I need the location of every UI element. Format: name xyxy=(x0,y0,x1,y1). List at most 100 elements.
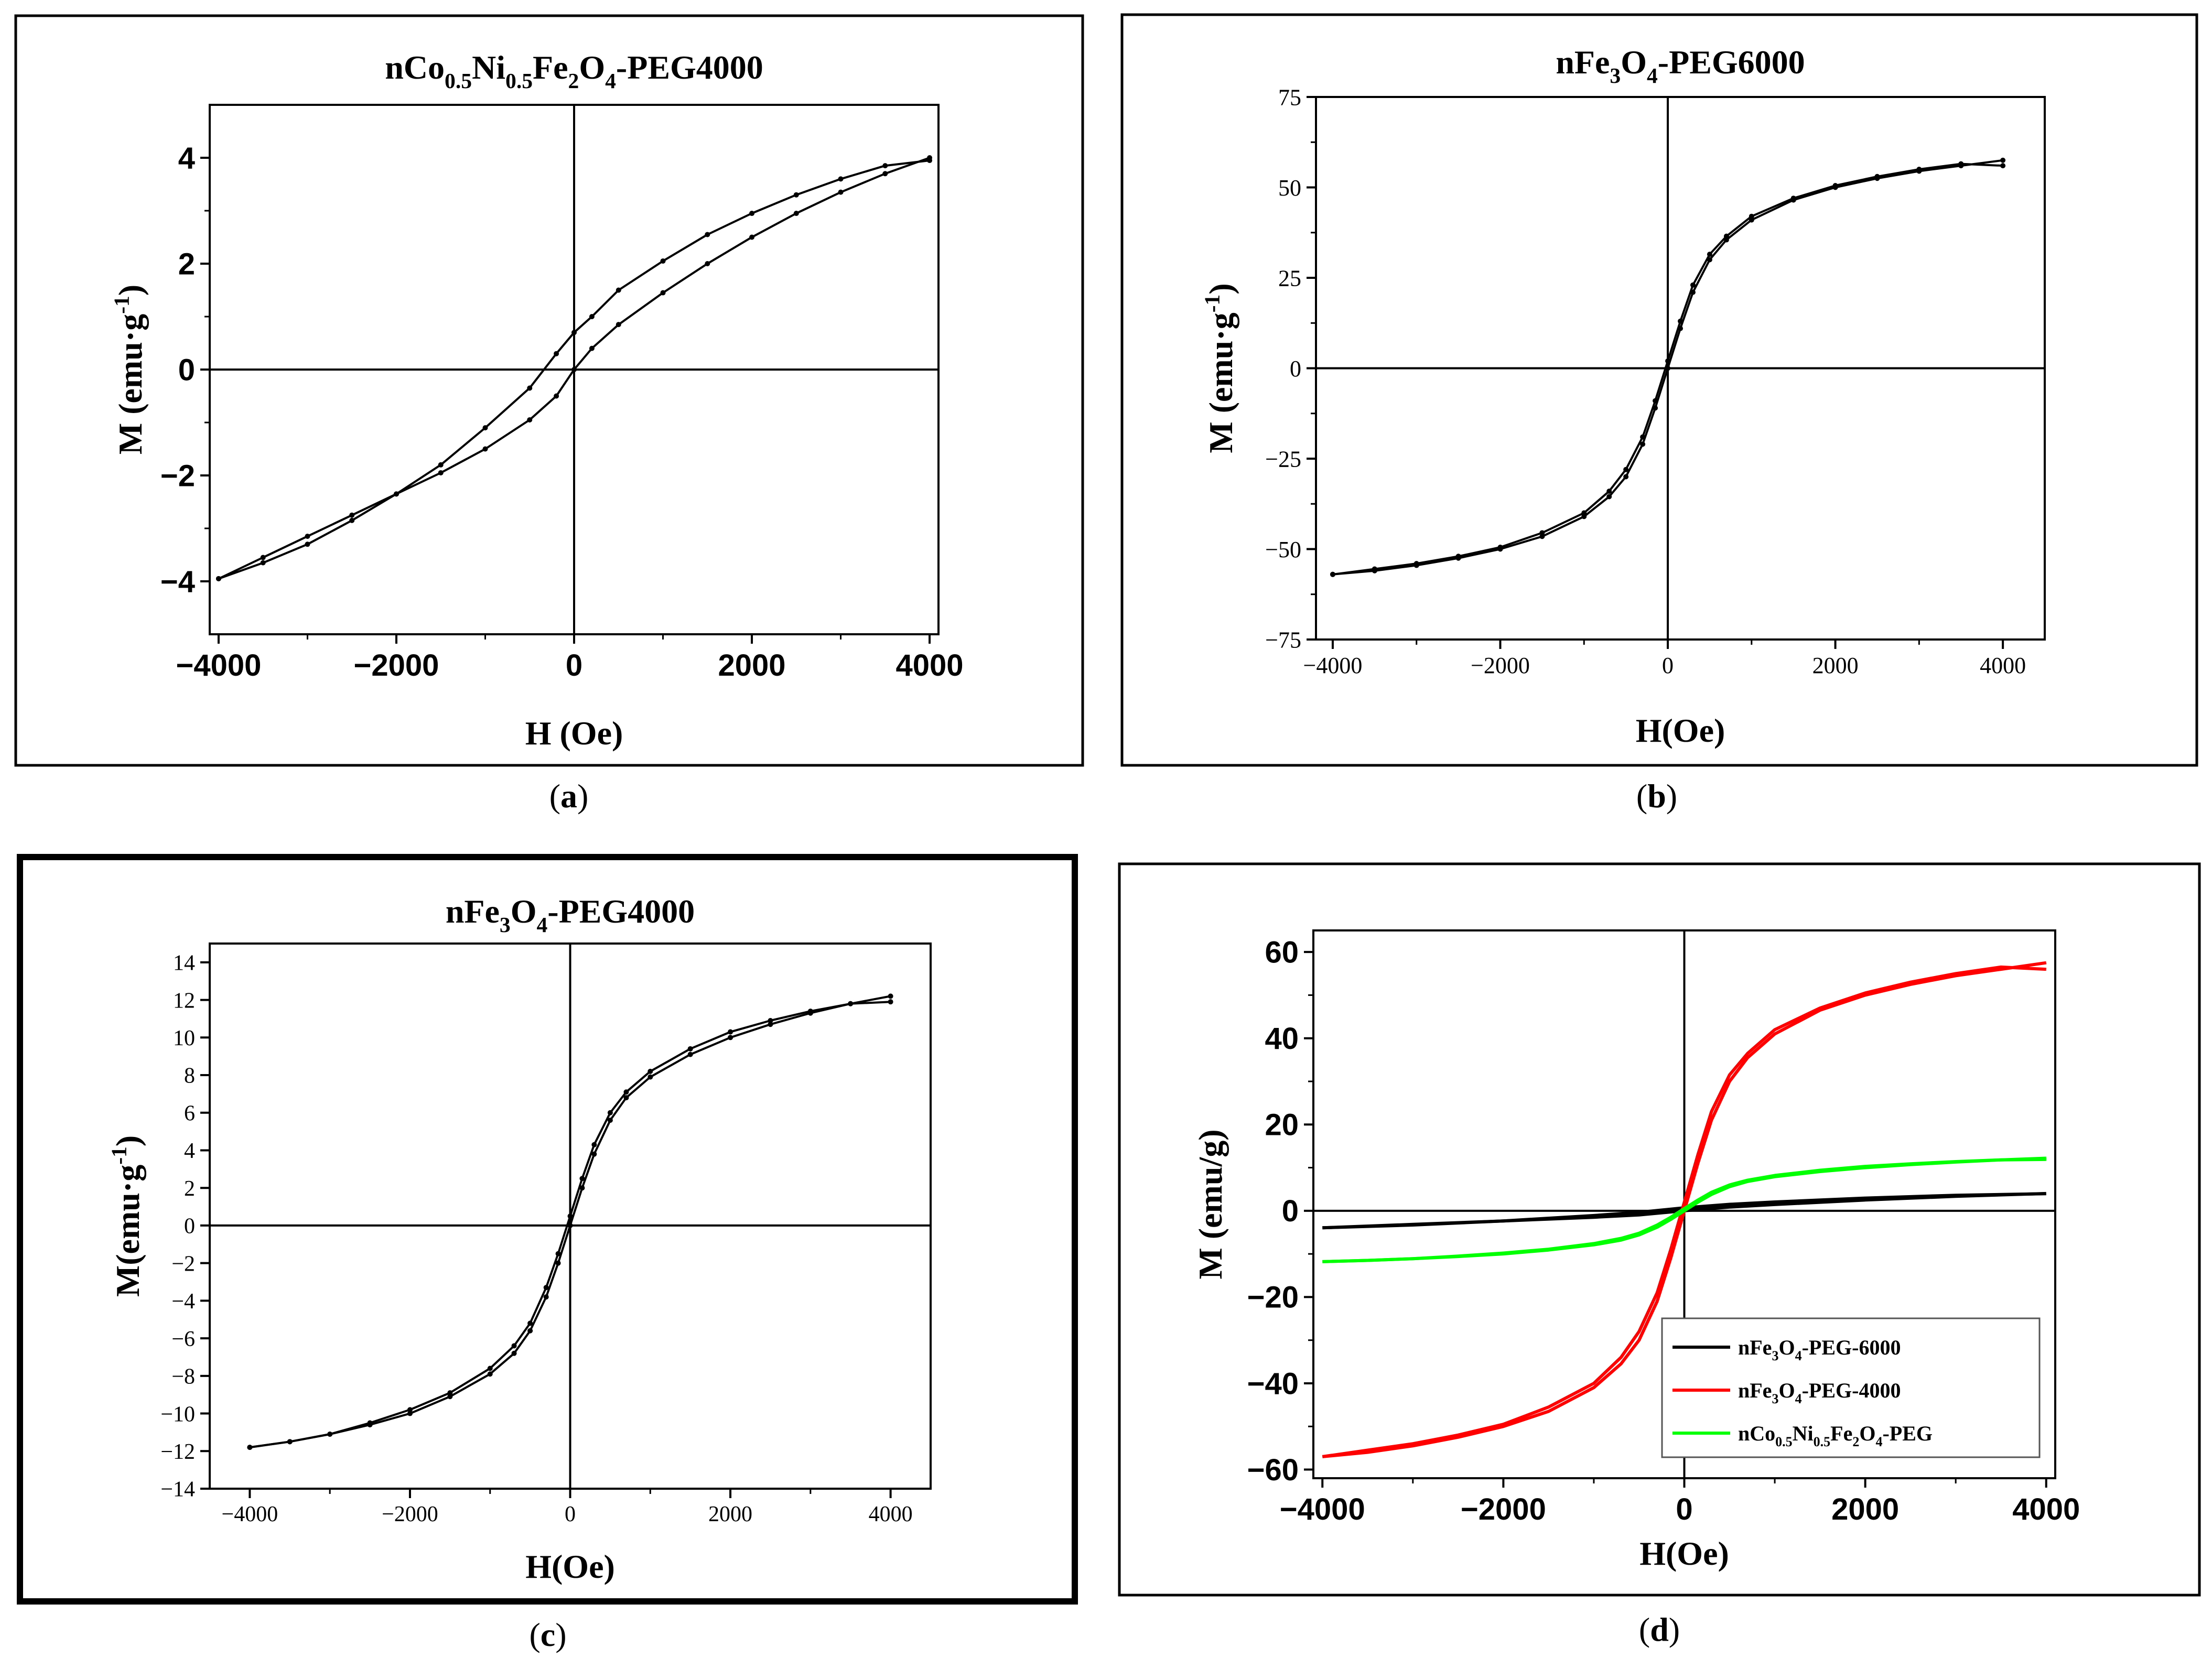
data-point xyxy=(768,1022,773,1027)
data-point xyxy=(260,560,266,566)
data-point xyxy=(1653,398,1658,404)
data-point xyxy=(2000,163,2006,169)
x-axis-label: H(Oe) xyxy=(1639,1535,1729,1572)
data-point xyxy=(1832,183,1838,189)
legend-label: nFe3O4-PEG-6000 xyxy=(1738,1336,1901,1363)
data-point xyxy=(623,1089,629,1095)
y-tick-label: 12 xyxy=(173,989,195,1013)
data-point xyxy=(749,211,755,216)
data-point xyxy=(393,491,399,497)
y-tick-label: −20 xyxy=(1247,1281,1299,1315)
y-tick-label: 25 xyxy=(1278,265,1301,291)
x-tick-label: 4000 xyxy=(1980,653,2026,678)
y-axis-label: M (emu·g-1) xyxy=(1200,283,1239,453)
data-point xyxy=(793,211,799,216)
x-tick-label: 2000 xyxy=(708,1502,752,1526)
y-tick-label: 2 xyxy=(178,247,195,281)
x-tick-label: −2000 xyxy=(1471,653,1530,678)
panel-d: −4000 −2000 0 2000 4000 −60 −40 −20 0 20 40 60 H(Oe)… xyxy=(1192,929,2080,1648)
data-point xyxy=(215,576,221,581)
panel-b: −4000 −2000 0 2000 4000 −75 −50 −25 0 25 50 75 nFe3O… xyxy=(1200,44,2046,815)
data-point xyxy=(838,189,844,195)
data-point xyxy=(527,1320,533,1326)
data-point xyxy=(1606,489,1612,494)
x-tick-label: −4000 xyxy=(1303,653,1363,678)
x-tick-label: 2000 xyxy=(1812,653,1859,678)
data-point xyxy=(607,1118,613,1123)
y-tick-label: 4 xyxy=(184,1139,195,1163)
y-tick-label: −2 xyxy=(171,1252,195,1276)
data-point xyxy=(579,1176,585,1182)
panel-label: (b) xyxy=(1636,777,1677,815)
data-point xyxy=(487,1371,493,1377)
x-tick-label: −2000 xyxy=(354,648,439,682)
data-point xyxy=(1678,318,1683,324)
data-point xyxy=(660,258,666,264)
data-point xyxy=(1958,161,1964,167)
panel-c-frame xyxy=(17,854,1078,1605)
x-tick-label: 0 xyxy=(565,1502,576,1526)
data-point xyxy=(1330,571,1335,577)
y-tick-label: 4 xyxy=(178,141,195,175)
y-axis-label: M (emu/g) xyxy=(1192,1129,1229,1279)
y-tick-label: 50 xyxy=(1278,175,1301,201)
data-point xyxy=(349,517,355,523)
data-point xyxy=(888,999,893,1005)
data-point xyxy=(1874,174,1880,179)
y-axis-label: M(emu·g-1) xyxy=(107,1135,146,1297)
data-point xyxy=(749,234,755,240)
y-tick-label: 60 xyxy=(1265,935,1299,969)
y-tick-label: −10 xyxy=(160,1402,195,1426)
data-point xyxy=(571,330,577,335)
y-tick-label: 8 xyxy=(184,1064,195,1088)
data-point xyxy=(768,1018,773,1024)
data-point xyxy=(1640,434,1646,440)
y-tick-label: −4 xyxy=(171,1289,195,1314)
data-point xyxy=(438,462,444,468)
data-point xyxy=(2000,157,2006,163)
panel-label: (a) xyxy=(549,777,589,815)
data-point xyxy=(648,1068,653,1074)
data-point xyxy=(567,1222,573,1228)
data-point xyxy=(591,1142,597,1147)
y-tick-label: 40 xyxy=(1265,1022,1299,1056)
data-point xyxy=(543,1285,549,1291)
data-point xyxy=(554,351,559,356)
data-point xyxy=(407,1407,413,1413)
y-tick-label: −25 xyxy=(1265,446,1301,472)
data-point xyxy=(305,534,310,539)
data-point xyxy=(555,1260,561,1266)
panel-a-frame xyxy=(14,14,1084,767)
x-tick-label: −4000 xyxy=(222,1502,278,1526)
data-point xyxy=(1623,474,1629,480)
legend-label: nCo0.5Ni0.5Fe2O4-PEG xyxy=(1738,1422,1933,1449)
data-point xyxy=(1707,252,1712,257)
data-point xyxy=(482,425,488,431)
data-point xyxy=(579,1185,585,1191)
data-point xyxy=(687,1046,693,1052)
data-point xyxy=(660,290,666,296)
data-point xyxy=(1455,554,1461,559)
data-point xyxy=(407,1411,413,1416)
data-point xyxy=(807,1009,813,1014)
y-tick-label: 75 xyxy=(1278,84,1301,110)
y-tick-label: −6 xyxy=(171,1327,195,1351)
data-point xyxy=(1749,213,1754,219)
x-axis-label: H(Oe) xyxy=(525,1548,615,1585)
x-tick-label: 4000 xyxy=(2012,1492,2080,1526)
y-tick-label: 0 xyxy=(1282,1194,1299,1228)
y-tick-label: 6 xyxy=(184,1101,195,1125)
data-point xyxy=(705,232,710,237)
data-point xyxy=(247,1445,253,1450)
data-point xyxy=(438,470,444,475)
data-point xyxy=(607,1110,613,1115)
data-point xyxy=(1413,561,1419,567)
data-point xyxy=(591,1151,597,1157)
data-point xyxy=(838,176,844,182)
x-tick-label: −2000 xyxy=(382,1502,438,1526)
data-point xyxy=(1497,545,1503,550)
x-tick-label: 0 xyxy=(1676,1492,1692,1526)
data-point xyxy=(616,322,621,328)
data-point xyxy=(487,1366,493,1371)
